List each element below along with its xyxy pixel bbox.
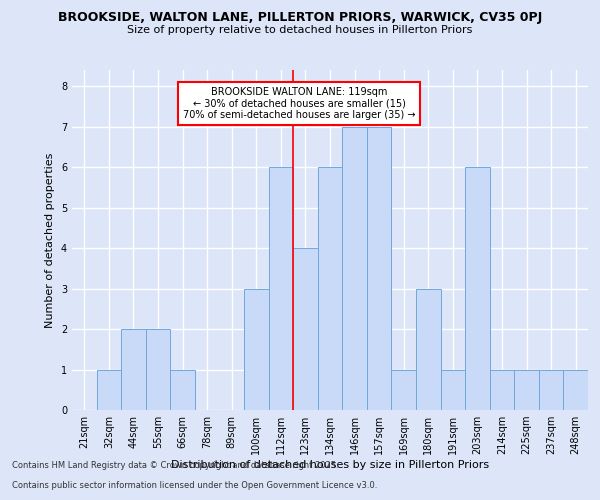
Bar [293,248,318,410]
Bar [170,370,195,410]
Bar [440,370,465,410]
Bar [563,370,588,410]
Bar [97,370,121,410]
Text: BROOKSIDE WALTON LANE: 119sqm
← 30% of detached houses are smaller (15)
70% of s: BROOKSIDE WALTON LANE: 119sqm ← 30% of d… [183,87,415,120]
Bar [318,167,342,410]
Text: Contains HM Land Registry data © Crown copyright and database right 2025.: Contains HM Land Registry data © Crown c… [12,461,338,470]
Text: Contains public sector information licensed under the Open Government Licence v3: Contains public sector information licen… [12,481,377,490]
Text: Size of property relative to detached houses in Pillerton Priors: Size of property relative to detached ho… [127,25,473,35]
Bar [490,370,514,410]
Bar [244,288,269,410]
Bar [416,288,440,410]
Bar [121,329,146,410]
Bar [146,329,170,410]
Bar [269,167,293,410]
Bar [514,370,539,410]
Y-axis label: Number of detached properties: Number of detached properties [46,152,55,328]
Bar [465,167,490,410]
X-axis label: Distribution of detached houses by size in Pillerton Priors: Distribution of detached houses by size … [171,460,489,470]
Bar [539,370,563,410]
Bar [342,126,367,410]
Text: BROOKSIDE, WALTON LANE, PILLERTON PRIORS, WARWICK, CV35 0PJ: BROOKSIDE, WALTON LANE, PILLERTON PRIORS… [58,11,542,24]
Bar [367,126,391,410]
Bar [391,370,416,410]
